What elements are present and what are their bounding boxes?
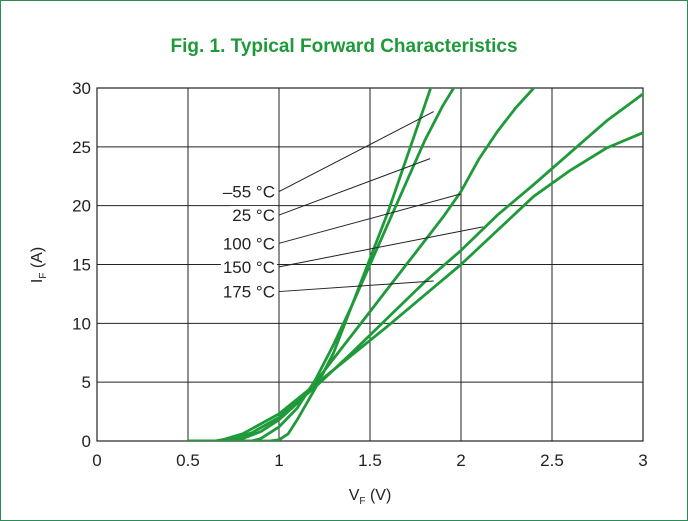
x-tick-label: 3 bbox=[638, 451, 647, 470]
y-tick-label: 20 bbox=[72, 197, 91, 216]
curves bbox=[186, 88, 643, 441]
series-label-2: 100 °C bbox=[223, 234, 275, 253]
leader-line-3 bbox=[278, 226, 483, 268]
series-label-bg bbox=[220, 182, 277, 202]
series-label-bg bbox=[220, 257, 277, 277]
y-tick-label: 25 bbox=[72, 138, 91, 157]
y-tick-label: 0 bbox=[82, 432, 91, 451]
leader-line-2 bbox=[278, 193, 462, 244]
annotation-leaders bbox=[278, 111, 483, 293]
x-axis-label: VF (V) bbox=[349, 487, 392, 507]
leader-line-1 bbox=[278, 158, 431, 216]
y-tick-label: 30 bbox=[72, 79, 91, 98]
series-line-2 bbox=[186, 88, 536, 441]
series-line-3 bbox=[186, 92, 643, 441]
annotation-labels: –55 °C 25 °C 100 °C 150 °C 175 °C bbox=[220, 182, 277, 302]
series-label-bg bbox=[220, 234, 277, 254]
y-tick-label: 5 bbox=[82, 373, 91, 392]
series-line-4 bbox=[186, 131, 643, 441]
series-label-3: 150 °C bbox=[223, 258, 275, 277]
series-label-bg bbox=[220, 282, 277, 302]
plot-area bbox=[96, 87, 644, 442]
x-tick-label: 0.5 bbox=[176, 451, 200, 470]
leader-line-4 bbox=[278, 280, 434, 293]
y-axis-label: IF (A) bbox=[29, 247, 49, 283]
x-tick-label: 1 bbox=[274, 451, 283, 470]
x-tick-label: 1.5 bbox=[358, 451, 382, 470]
y-tick-label: 15 bbox=[72, 256, 91, 275]
chart-title: Fig. 1. Typical Forward Characteristics bbox=[170, 36, 518, 57]
x-tick-label: 2.5 bbox=[540, 451, 564, 470]
series-label-bg bbox=[230, 206, 277, 226]
series-line-0 bbox=[186, 88, 433, 441]
series-label-1: 25 °C bbox=[232, 206, 275, 225]
x-tick-label: 2 bbox=[456, 451, 465, 470]
leader-line-0 bbox=[278, 111, 434, 192]
x-tick-label: 0 bbox=[92, 451, 101, 470]
y-tick-label: 10 bbox=[72, 314, 91, 333]
series-label-0: –55 °C bbox=[223, 183, 275, 202]
series-line-1 bbox=[186, 88, 456, 441]
series-label-4: 175 °C bbox=[223, 283, 275, 302]
